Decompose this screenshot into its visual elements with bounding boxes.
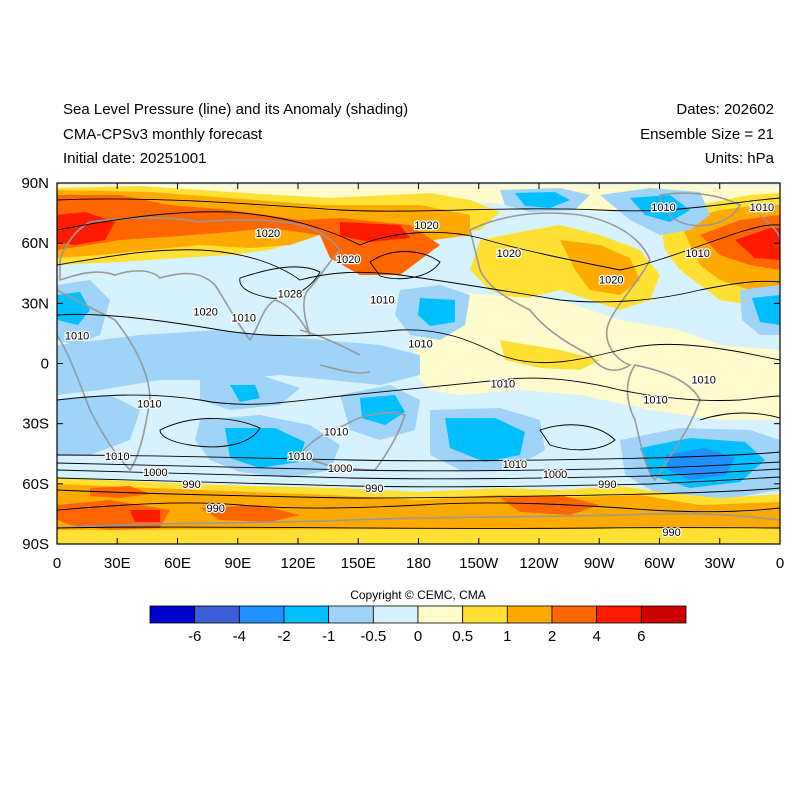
colorbar-swatch	[328, 605, 374, 624]
lon-label: 150E	[341, 555, 376, 572]
contour-label: 1020	[256, 228, 280, 240]
contour-label: 990	[365, 483, 383, 495]
contour-label: 1020	[599, 274, 623, 286]
ensemble-size: Ensemble Size = 21	[640, 126, 774, 143]
contour-label: 1010	[324, 427, 348, 439]
colorbar-label: 0	[414, 628, 422, 645]
contour-label: 1010	[65, 330, 89, 342]
contour-label: 990	[182, 479, 200, 491]
contour-label: 1020	[336, 254, 360, 266]
colorbar-label: 6	[637, 628, 645, 645]
contour-label: 990	[598, 479, 616, 491]
colorbar-label: -0.5	[360, 628, 386, 645]
colorbar-swatch	[194, 605, 240, 624]
contour-label: 1010	[491, 379, 515, 391]
lon-label: 90W	[584, 555, 616, 572]
contour-label: 1010	[503, 459, 527, 471]
lat-label: 30N	[21, 295, 49, 312]
copyright-notice: Copyright © CEMC, CMA	[350, 588, 486, 602]
lat-label: 90S	[22, 536, 49, 553]
contour-label: 990	[206, 503, 224, 515]
lat-label: 60N	[21, 235, 49, 252]
contour-label: 1010	[137, 399, 161, 411]
contour-label: 1010	[750, 202, 774, 214]
colorbar-label: -4	[233, 628, 246, 645]
lon-label: 90E	[224, 555, 251, 572]
colorbar: -6 -4 -2 -1 -0.5 0 0.5 1 2 4 6	[149, 605, 687, 645]
colorbar-label: 0.5	[452, 628, 473, 645]
lat-label: 90N	[21, 175, 49, 192]
model-name: CMA-CPSv3 monthly forecast	[63, 126, 263, 143]
initial-date: Initial date: 20251001	[63, 150, 207, 167]
lat-label: 60S	[22, 476, 49, 493]
contour-label: 1010	[691, 375, 715, 387]
contour-label: 1000	[143, 467, 167, 479]
contour-label: 1010	[105, 451, 129, 463]
contour-label: 1010	[651, 202, 675, 214]
contour-label: 1010	[288, 451, 312, 463]
colorbar-label: 2	[548, 628, 556, 645]
chart-title: Sea Level Pressure (line) and its Anomal…	[63, 101, 409, 118]
contour-label: 1000	[328, 463, 352, 475]
contour-label: 1010	[370, 294, 394, 306]
colorbar-swatch	[640, 605, 687, 624]
units-label: Units: hPa	[704, 150, 774, 167]
contour-label: 1010	[408, 338, 432, 350]
lon-label: 120E	[280, 555, 315, 572]
contour-label: 1020	[497, 248, 521, 260]
colorbar-label: 1	[503, 628, 511, 645]
pressure-contours	[57, 197, 780, 529]
colorbar-swatch	[283, 605, 330, 624]
colorbar-swatch	[238, 605, 285, 624]
lon-label: 30W	[704, 555, 736, 572]
lon-label: 60W	[644, 555, 676, 572]
forecast-dates: Dates: 202602	[676, 101, 774, 118]
lon-label: 0	[776, 555, 784, 572]
lat-label: 0	[41, 356, 49, 373]
colorbar-swatch	[551, 605, 598, 624]
lon-label: 0	[53, 555, 61, 572]
contour-label: 1020	[193, 306, 217, 318]
contour-label: 1020	[414, 220, 438, 232]
contour-label: 1010	[643, 395, 667, 407]
colorbar-swatch	[462, 605, 508, 624]
colorbar-swatch	[506, 605, 553, 624]
colorbar-label: -1	[322, 628, 335, 645]
lon-label: 180	[406, 555, 431, 572]
lon-label: 30E	[104, 555, 131, 572]
contour-label: 990	[662, 527, 680, 539]
colorbar-label: -6	[188, 628, 201, 645]
colorbar-label: 4	[592, 628, 600, 645]
colorbar-swatch	[372, 605, 419, 624]
colorbar-swatch	[596, 605, 642, 624]
contour-label: 1010	[685, 248, 709, 260]
lat-label: 30S	[22, 416, 49, 433]
contour-label: 1000	[543, 469, 567, 481]
lon-label: 150W	[459, 555, 499, 572]
colorbar-swatch	[417, 605, 464, 624]
colorbar-label: -2	[277, 628, 290, 645]
lon-label: 60E	[164, 555, 191, 572]
coastlines	[57, 192, 780, 529]
anomaly-shading	[57, 183, 780, 544]
lon-label: 120W	[519, 555, 559, 572]
contour-labels: 1020 1020 1020 1020 1020 1020 1028 1010 1010 1010…	[64, 201, 776, 540]
colorbar-swatch	[149, 605, 196, 624]
contour-label: 1028	[278, 288, 302, 300]
contour-label: 1010	[232, 312, 256, 324]
